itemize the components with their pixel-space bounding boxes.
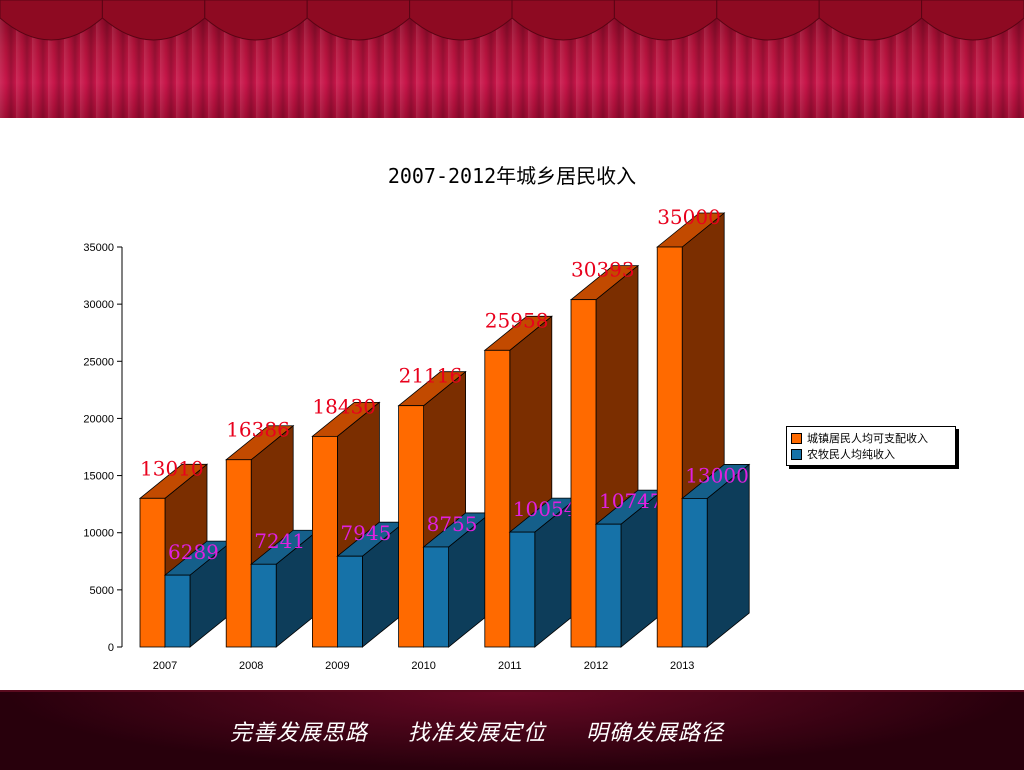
bar-urban — [570, 299, 597, 648]
bar-urban — [311, 435, 338, 648]
y-tick-label: 0 — [108, 642, 114, 654]
y-tick-label: 25000 — [83, 356, 114, 368]
bar-urban — [225, 459, 252, 648]
footer-banner: 完善发展思路 找准发展定位 明确发展路径 — [0, 690, 1024, 770]
legend-swatch-urban — [791, 432, 802, 444]
footer-slogan-3: 明确发展路径 — [586, 721, 725, 746]
chart-title: 2007-2012年城乡居民收入 — [387, 164, 637, 188]
footer-slogan-2: 找准发展定位 — [407, 721, 546, 746]
bar-rural — [681, 498, 708, 648]
footer-slogans: 完善发展思路 找准发展定位 明确发展路径 — [0, 692, 1024, 770]
data-label-rural: 10054 — [513, 497, 577, 521]
x-tick-label: 2008 — [239, 660, 263, 672]
y-tick-label: 35000 — [83, 242, 114, 254]
data-label-urban: 21116 — [399, 364, 463, 388]
data-label-rural: 13000 — [685, 463, 749, 487]
y-tick-label: 10000 — [83, 528, 114, 540]
y-tick-label: 20000 — [83, 413, 114, 425]
bar-urban — [656, 246, 683, 648]
data-label-rural: 7945 — [340, 521, 391, 545]
data-label-rural: 8755 — [427, 512, 478, 536]
x-tick-label: 2011 — [498, 660, 522, 672]
data-label-urban: 13010 — [140, 456, 204, 480]
data-label-urban: 35000 — [657, 205, 721, 229]
x-tick-label: 2013 — [670, 660, 694, 672]
data-label-urban: 25958 — [485, 308, 549, 332]
y-tick-label: 5000 — [90, 585, 114, 597]
data-label-urban: 30393 — [571, 258, 635, 282]
bar-rural — [164, 574, 191, 648]
x-tick-label: 2007 — [153, 660, 177, 672]
bar-urban — [484, 349, 511, 648]
bar-rural — [423, 546, 450, 648]
data-label-urban: 18430 — [312, 394, 376, 418]
bar-rural — [595, 523, 622, 648]
bar-rural — [336, 555, 363, 648]
data-label-rural: 6289 — [168, 540, 219, 564]
chart-legend: 城镇居民人均可支配收入 农牧民人均纯收入 — [786, 426, 956, 466]
bar-urban — [398, 405, 425, 648]
y-tick-label: 30000 — [83, 299, 114, 311]
curtain-header — [0, 0, 1024, 118]
legend-label-urban: 城镇居民人均可支配收入 — [807, 432, 928, 445]
data-label-rural: 10747 — [599, 489, 663, 513]
bar-rural — [250, 563, 277, 648]
x-tick-label: 2009 — [325, 660, 349, 672]
bar-urban — [139, 497, 166, 648]
y-tick-label: 15000 — [83, 471, 114, 483]
footer-slogan-1: 完善发展思路 — [229, 721, 368, 746]
curtain-valance — [0, 0, 1024, 41]
legend-item-urban: 城镇居民人均可支配收入 — [791, 430, 951, 446]
bar-rural — [509, 531, 536, 648]
chart-canvas: 0 5000 10000 15000 20000 25000 30000 35000 2007 1… — [83, 205, 751, 672]
legend-label-rural: 农牧民人均纯收入 — [807, 448, 895, 461]
x-tick-label: 2012 — [584, 660, 608, 672]
legend-swatch-rural — [791, 448, 802, 460]
data-label-urban: 16386 — [226, 418, 290, 442]
legend-item-rural: 农牧民人均纯收入 — [791, 446, 951, 462]
data-label-rural: 7241 — [254, 529, 305, 553]
x-tick-label: 2010 — [411, 660, 435, 672]
